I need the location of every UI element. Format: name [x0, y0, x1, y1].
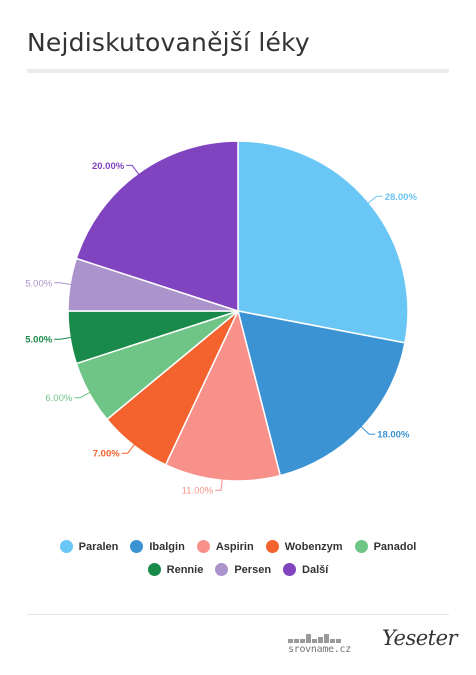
legend-item-persen[interactable]: Persen: [215, 563, 271, 576]
data-label-další: 20.00%: [92, 161, 125, 172]
legend-label-persen: Persen: [234, 563, 272, 576]
legend-item-panadol[interactable]: Panadol: [354, 540, 417, 553]
data-label-ibalgin: 18.00%: [377, 430, 410, 441]
title-underline: [27, 69, 449, 73]
data-label-paralen: 28.00%: [385, 192, 418, 203]
footer-divider: [27, 614, 449, 615]
legend-swatch-persen: [215, 563, 229, 576]
legend-swatch-ibalgin: [130, 540, 144, 553]
data-label-wobenzym: 7.00%: [93, 449, 120, 460]
leader-line-rennie: [54, 336, 73, 340]
leader-line-persen: [54, 282, 73, 286]
legend-label-rennie: Rennie: [166, 563, 204, 576]
data-label-rennie: 5.00%: [25, 335, 52, 346]
legend-label-wobenzym: Wobenzym: [284, 540, 343, 553]
legend-item-paralen[interactable]: Paralen: [59, 540, 119, 553]
legend-item-další[interactable]: Další: [283, 563, 328, 576]
legend-item-ibalgin[interactable]: Ibalgin: [130, 540, 185, 553]
legend-swatch-aspirin: [196, 540, 210, 553]
legend-swatch-další: [283, 563, 297, 576]
legend-item-aspirin[interactable]: Aspirin: [196, 540, 254, 553]
legend-swatch-rennie: [147, 563, 161, 576]
data-label-persen: 5.00%: [25, 278, 52, 289]
legend-label-aspirin: Aspirin: [215, 540, 254, 553]
leader-line-aspirin: [215, 478, 223, 491]
legend-swatch-paralen: [59, 540, 73, 553]
srovname-logo: srovname.cz: [288, 633, 368, 657]
legend-item-wobenzym[interactable]: Wobenzym: [265, 540, 343, 553]
legend-label-paralen: Paralen: [78, 540, 119, 553]
data-label-aspirin: 11.00%: [182, 486, 214, 497]
chart-legend: Paralen Ibalgin Aspirin Wobenzym Panadol Renn…: [20, 540, 456, 576]
legend-swatch-panadol: [354, 540, 368, 553]
pie-chart: 28.00% 18.00% 11.00% 7.00% 6.00% 5.00% 5.00% 20…: [25, 140, 418, 497]
pie-slice-paralen: [237, 140, 409, 344]
yeseter-logo: Yeseter: [382, 626, 458, 650]
legend-swatch-wobenzym: [265, 540, 279, 553]
srovname-logo-text: srovname.cz: [288, 644, 351, 655]
legend-label-panadol: Panadol: [373, 540, 417, 553]
legend-label-ibalgin: Ibalgin: [149, 540, 185, 553]
data-label-panadol: 6.00%: [45, 393, 72, 404]
leader-line-ibalgin: [360, 425, 376, 435]
chart-title: Nejdiskutovanější léky: [27, 28, 310, 57]
srovname-bars-icon: [288, 633, 368, 643]
leader-line-wobenzym: [121, 443, 136, 454]
leader-line-panadol: [74, 391, 92, 399]
leader-line-paralen: [367, 195, 383, 205]
legend-item-rennie[interactable]: Rennie: [147, 563, 204, 576]
leader-line-další: [126, 164, 140, 176]
legend-label-další: Další: [302, 563, 329, 576]
